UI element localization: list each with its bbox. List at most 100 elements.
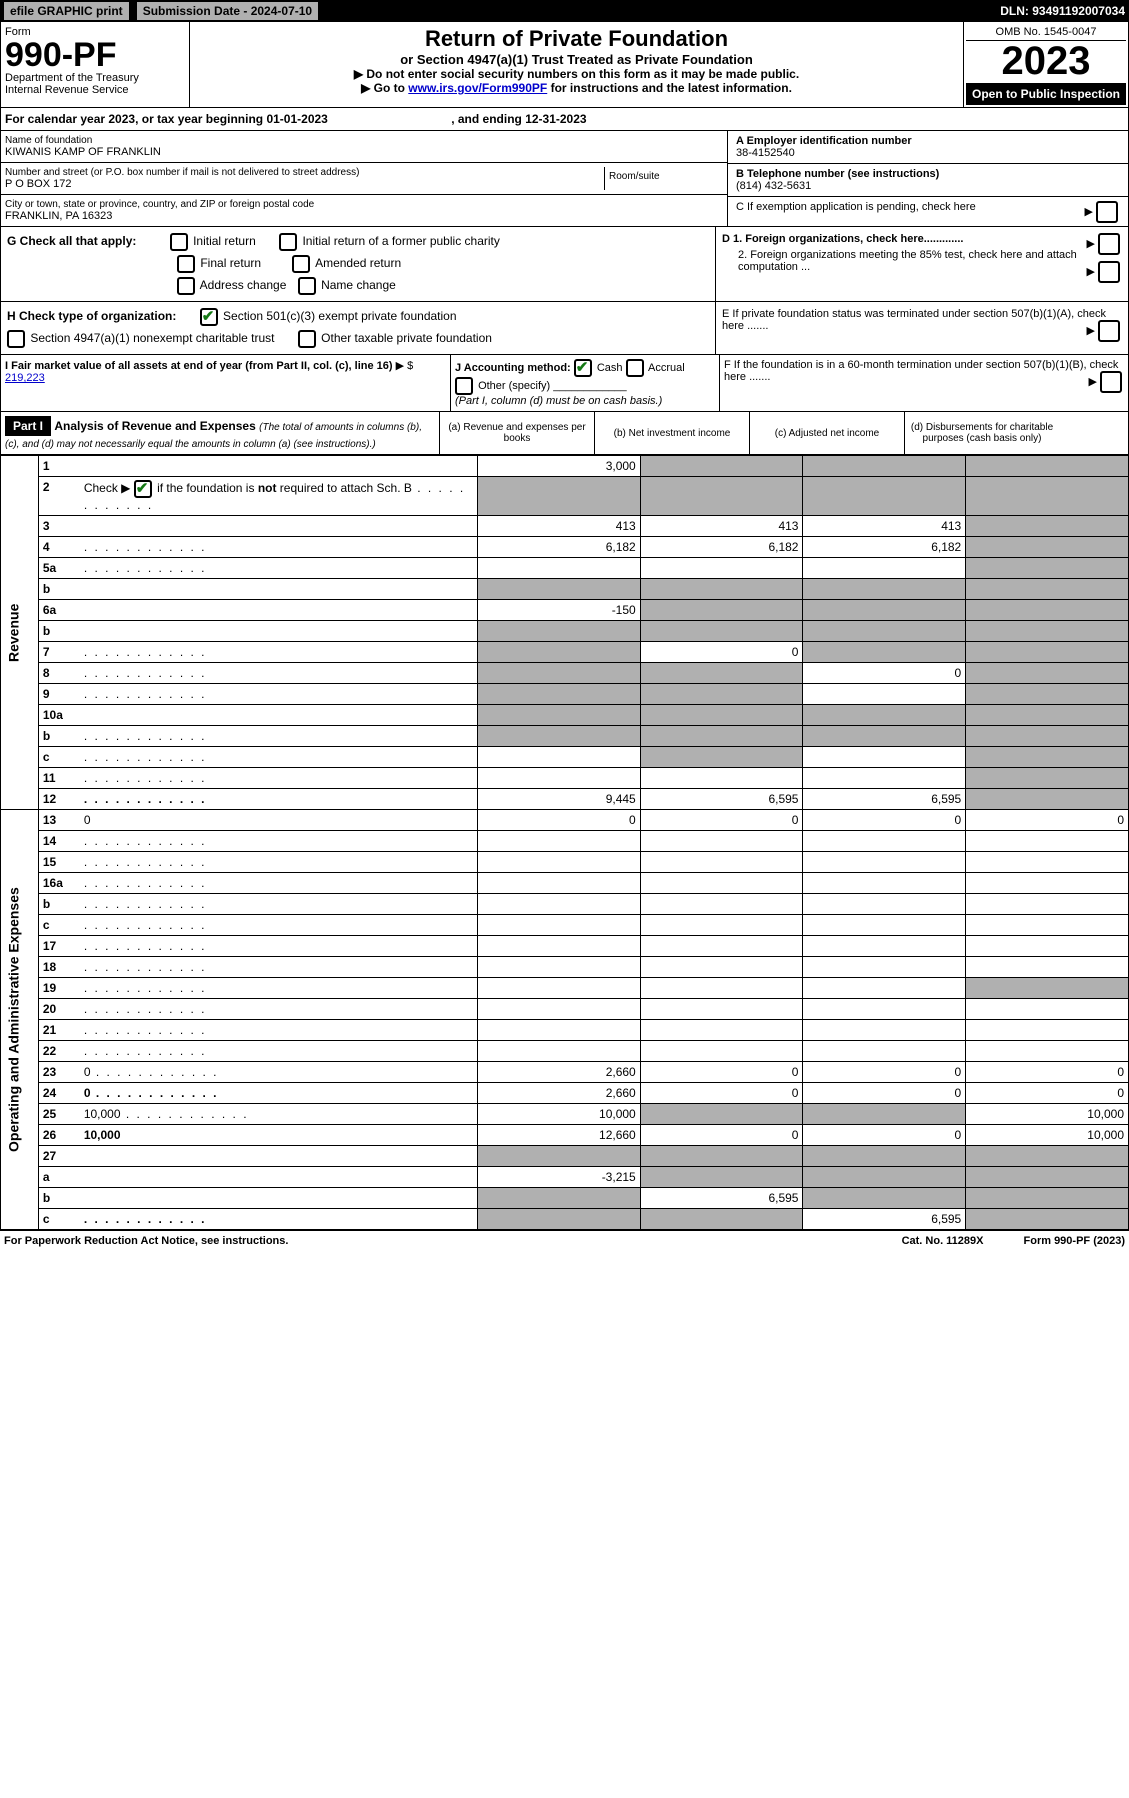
g-amended-checkbox[interactable] — [292, 255, 310, 273]
line-desc — [80, 936, 478, 957]
cell-a — [477, 663, 640, 684]
line-desc: Check ▶ if the foundation is not require… — [80, 477, 478, 516]
cell-d — [966, 978, 1129, 999]
cell-c — [803, 558, 966, 579]
table-row: 70 — [1, 642, 1129, 663]
cell-d — [966, 1209, 1129, 1230]
side-revenue: Revenue — [1, 456, 39, 810]
cell-c: 6,595 — [803, 789, 966, 810]
d2-checkbox[interactable] — [1098, 261, 1120, 283]
info-right: A Employer identification number 38-4152… — [728, 131, 1128, 226]
cell-a: 6,182 — [477, 537, 640, 558]
ein-value: 38-4152540 — [736, 147, 1120, 159]
cell-c: 0 — [803, 1083, 966, 1104]
cell-a — [477, 579, 640, 600]
city-cell: City or town, state or province, country… — [1, 195, 727, 226]
cell-c — [803, 915, 966, 936]
cell-a: 12,660 — [477, 1125, 640, 1146]
h-other-checkbox[interactable] — [298, 330, 316, 348]
d1-checkbox[interactable] — [1098, 233, 1120, 255]
col-b-header: (b) Net investment income — [595, 412, 750, 454]
header-right: OMB No. 1545-0047 2023 Open to Public In… — [963, 22, 1128, 107]
j-label: J Accounting method: — [455, 362, 571, 374]
cell-b — [640, 957, 803, 978]
line-number: 23 — [38, 1062, 79, 1083]
table-row: Operating and Administrative Expenses130… — [1, 810, 1129, 831]
j-cash-checkbox[interactable] — [574, 359, 592, 377]
f-checkbox[interactable] — [1100, 371, 1122, 393]
i-value[interactable]: 219,223 — [5, 372, 45, 384]
table-row: b — [1, 621, 1129, 642]
cell-b: 413 — [640, 516, 803, 537]
table-row: a-3,215 — [1, 1167, 1129, 1188]
j-note: (Part I, column (d) must be on cash basi… — [455, 395, 715, 407]
form-title: Return of Private Foundation — [194, 26, 959, 52]
g-name-checkbox[interactable] — [298, 277, 316, 295]
cell-b — [640, 621, 803, 642]
line-number: 5a — [38, 558, 79, 579]
foundation-city: FRANKLIN, PA 16323 — [5, 210, 723, 222]
line-number: 16a — [38, 873, 79, 894]
g-addr-checkbox[interactable] — [177, 277, 195, 295]
cell-c — [803, 957, 966, 978]
d1-label: D 1. Foreign organizations, check here..… — [722, 233, 963, 245]
line-desc — [80, 456, 478, 477]
header-left: Form 990-PF Department of the Treasury I… — [1, 22, 190, 107]
cell-d — [966, 999, 1129, 1020]
cell-d — [966, 915, 1129, 936]
line-desc — [80, 600, 478, 621]
g-name: Name change — [321, 278, 396, 292]
cell-d — [966, 747, 1129, 768]
cell-d: 0 — [966, 810, 1129, 831]
inspection-badge: Open to Public Inspection — [966, 83, 1126, 105]
line-desc: 10,000 — [80, 1125, 478, 1146]
line-desc — [80, 579, 478, 600]
cal-mid: , and ending — [451, 112, 525, 126]
page-footer: For Paperwork Reduction Act Notice, see … — [0, 1230, 1129, 1251]
schb-checkbox[interactable] — [134, 480, 152, 498]
line-desc — [80, 831, 478, 852]
cell-c: 0 — [803, 663, 966, 684]
c-checkbox[interactable] — [1096, 201, 1118, 223]
j-other-checkbox[interactable] — [455, 377, 473, 395]
cell-a — [477, 558, 640, 579]
cell-d — [966, 1020, 1129, 1041]
h-4947-checkbox[interactable] — [7, 330, 25, 348]
cell-a: 2,660 — [477, 1062, 640, 1083]
cell-d — [966, 789, 1129, 810]
cell-c — [803, 477, 966, 516]
table-row: 129,4456,5956,595 — [1, 789, 1129, 810]
cell-a — [477, 831, 640, 852]
cell-c — [803, 579, 966, 600]
table-row: b6,595 — [1, 1188, 1129, 1209]
form-header: Form 990-PF Department of the Treasury I… — [0, 22, 1129, 108]
line-desc — [80, 1209, 478, 1230]
j-accrual-checkbox[interactable] — [626, 359, 644, 377]
line-desc — [80, 537, 478, 558]
line-number: 26 — [38, 1125, 79, 1146]
part1-label: Part I — [5, 416, 51, 436]
irs-label: Internal Revenue Service — [5, 84, 185, 96]
cell-b — [640, 1146, 803, 1167]
f-label: F If the foundation is in a 60-month ter… — [724, 359, 1118, 383]
h-501c3-checkbox[interactable] — [200, 308, 218, 326]
e-section: E If private foundation status was termi… — [716, 302, 1128, 354]
e-checkbox[interactable] — [1098, 320, 1120, 342]
table-row: b — [1, 726, 1129, 747]
g-initial-former-checkbox[interactable] — [279, 233, 297, 251]
tel-label: B Telephone number (see instructions) — [736, 168, 1120, 180]
line-number: b — [38, 726, 79, 747]
cell-a — [477, 915, 640, 936]
irs-link[interactable]: www.irs.gov/Form990PF — [408, 81, 547, 95]
line-number: 3 — [38, 516, 79, 537]
cell-d — [966, 1167, 1129, 1188]
cell-d: 10,000 — [966, 1104, 1129, 1125]
checks-row-1: G Check all that apply: Initial return I… — [0, 227, 1129, 302]
cell-b — [640, 978, 803, 999]
g-final-checkbox[interactable] — [177, 255, 195, 273]
g-initial-checkbox[interactable] — [170, 233, 188, 251]
tax-year: 2023 — [966, 41, 1126, 81]
cell-c: 0 — [803, 1062, 966, 1083]
footer-left: For Paperwork Reduction Act Notice, see … — [4, 1235, 288, 1247]
line-number: 20 — [38, 999, 79, 1020]
